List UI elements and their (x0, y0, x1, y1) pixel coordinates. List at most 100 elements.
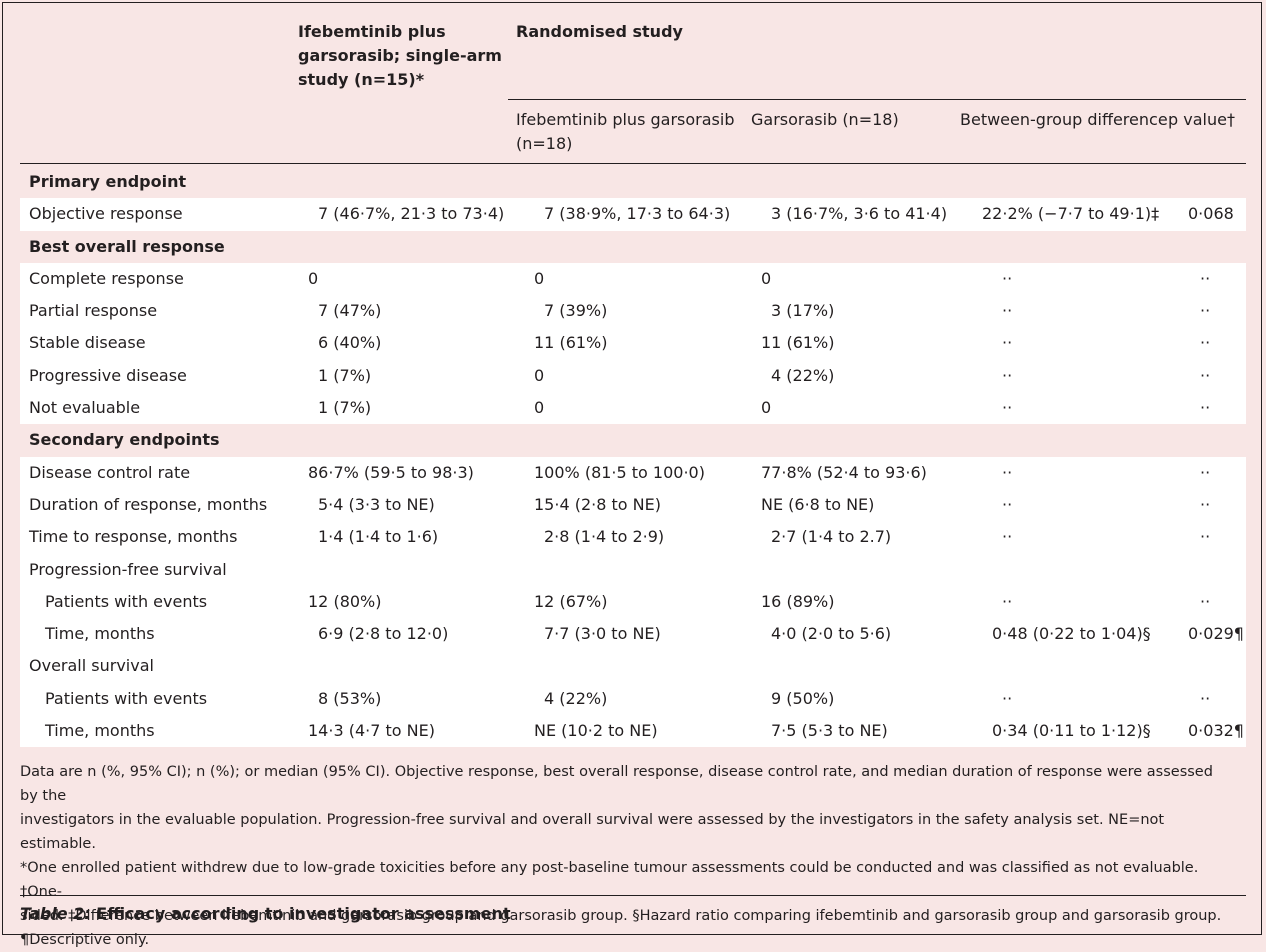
cell-c5: ·· (1200, 527, 1211, 547)
header-rule (20, 163, 1246, 164)
cell-c2: 7 (39%) (544, 301, 608, 321)
table-header: Ifebemtinib plus garsorasib; single-arm … (0, 0, 1266, 164)
section-row: Best overall response (20, 231, 1246, 263)
cell-c4: ·· (1002, 591, 1013, 611)
cell-c5: 0·068 (1188, 204, 1234, 224)
cell-c4: ·· (1002, 333, 1013, 353)
table-body: Primary endpoint Objective response 7 (46·… (20, 166, 1246, 748)
table-row: Progression-free survival (20, 553, 1246, 586)
table-row: Patients with events 8 (53%) 4 (22%) 9 (50%… (20, 682, 1246, 716)
cell-c3: 16 (89%) (761, 591, 835, 611)
table-row: Time, months 14·3 (4·7 to NE) NE (10·2 to … (20, 715, 1246, 748)
cell-c5: ·· (1200, 268, 1211, 288)
cell-c5: 0·032¶ (1188, 721, 1244, 741)
row-label: Progressive disease (29, 365, 187, 385)
cell-c4: 0·48 (0·22 to 1·04)§ (992, 624, 1151, 644)
cell-c2: 7·7 (3·0 to NE) (544, 624, 661, 644)
cell-c5: ·· (1200, 365, 1211, 385)
cell-c2: 2·8 (1·4 to 2·9) (544, 527, 665, 547)
table-frame (2, 2, 1262, 935)
cell-c4: ·· (1002, 398, 1013, 418)
cell-c3: 11 (61%) (761, 333, 835, 353)
cell-c2: 0 (534, 365, 545, 385)
row-label: Stable disease (29, 333, 146, 353)
cell-c4: ·· (1002, 688, 1013, 708)
cell-c3: 3 (17%) (771, 301, 835, 321)
cell-c2: 0 (534, 268, 545, 288)
cell-c5: ·· (1200, 494, 1211, 514)
cell-c2: 11 (61%) (534, 333, 608, 353)
cell-c1: 1·4 (1·4 to 1·6) (318, 527, 439, 547)
row-label: Duration of response, months (29, 494, 268, 514)
sub-header-garsorasib: Garsorasib (n=18) (751, 110, 899, 129)
cell-c5: ·· (1200, 333, 1211, 353)
section-row: Secondary endpoints (20, 424, 1246, 456)
row-label: Patients with events (45, 591, 208, 611)
cell-c5: ·· (1200, 462, 1211, 482)
table-row: Disease control rate 86·7% (59·5 to 98·3)… (20, 456, 1246, 489)
cell-c1: 8 (53%) (318, 688, 382, 708)
cell-c2: 100% (81·5 to 100·0) (534, 462, 705, 482)
caption-text: Efficacy according to investigator asses… (90, 904, 511, 923)
sub-header-line: (n=18) (516, 134, 573, 153)
section-row: Primary endpoint (20, 166, 1246, 198)
cell-c4: ·· (1002, 527, 1013, 547)
caption-rule (20, 895, 1246, 896)
cell-c4: ·· (1002, 462, 1013, 482)
row-label: Not evaluable (29, 398, 141, 418)
table-caption: Table 2: Efficacy according to investiga… (20, 902, 511, 926)
table-row: Progressive disease 1 (7%) 0 4 (22%) ·· ·· (20, 359, 1246, 393)
cell-c5: ·· (1200, 688, 1211, 708)
footnote-line: ¶Descriptive only. (20, 932, 150, 948)
cell-c5: ·· (1200, 398, 1211, 418)
row-label: Progression-free survival (29, 559, 227, 579)
table-row: Time, months 6·9 (2·8 to 12·0) 7·7 (3·0 to… (20, 618, 1246, 651)
cell-c4: 22·2% (−7·7 to 49·1)‡ (982, 204, 1160, 224)
table-row: Overall survival (20, 650, 1246, 683)
cell-c3: 7·5 (5·3 to NE) (771, 721, 888, 741)
sub-header-combo: Ifebemtinib plus garsorasib (n=18) (516, 108, 734, 156)
cell-c3: NE (6·8 to NE) (761, 494, 875, 514)
table-row: Partial response 7 (47%) 7 (39%) 3 (17%) ·· ·… (20, 295, 1246, 328)
cell-c1: 1 (7%) (318, 398, 372, 418)
cell-c1: 0 (308, 268, 319, 288)
section-label: Secondary endpoints (29, 430, 220, 450)
cell-c5: ·· (1200, 301, 1211, 321)
cell-c1: 12 (80%) (308, 591, 382, 611)
col1-header-line: garsorasib; single-arm (298, 46, 502, 65)
row-label: Complete response (29, 268, 184, 288)
row-label: Time to response, months (29, 527, 238, 547)
randomised-rule (508, 99, 1246, 100)
cell-c2: NE (10·2 to NE) (534, 721, 658, 741)
col1-header-line: Ifebemtinib plus (298, 22, 446, 41)
cell-c2: 7 (38·9%, 17·3 to 64·3) (544, 204, 731, 224)
cell-c3: 4 (22%) (771, 365, 835, 385)
row-label: Objective response (29, 204, 183, 224)
cell-c4: ·· (1002, 301, 1013, 321)
cell-c1: 6 (40%) (318, 333, 382, 353)
section-label: Best overall response (29, 236, 225, 256)
cell-c1: 5·4 (3·3 to NE) (318, 494, 435, 514)
cell-c1: 7 (46·7%, 21·3 to 73·4) (318, 204, 505, 224)
table-row: Stable disease 6 (40%) 11 (61%) 11 (61%) ·· ·… (20, 327, 1246, 360)
cell-c4: ·· (1002, 494, 1013, 514)
col1-header: Ifebemtinib plus garsorasib; single-arm … (298, 20, 502, 92)
caption-label: Table 2: (20, 904, 91, 923)
row-label: Disease control rate (29, 462, 191, 482)
section-label: Primary endpoint (29, 172, 187, 191)
footnote-line: investigators in the evaluable populatio… (20, 812, 1165, 852)
cell-c2: 15·4 (2·8 to NE) (534, 494, 661, 514)
cell-c2: 12 (67%) (534, 591, 608, 611)
sub-header-difference: Between-group difference (960, 110, 1168, 129)
footnote-line: Data are n (%, 95% CI); n (%); or median… (20, 764, 1213, 804)
table-row: Complete response 0 0 0 ·· ·· (20, 262, 1246, 296)
cell-c4: ·· (1002, 268, 1013, 288)
cell-c1: 86·7% (59·5 to 98·3) (308, 462, 474, 482)
cell-c3: 3 (16·7%, 3·6 to 41·4) (771, 204, 948, 224)
cell-c2: 4 (22%) (544, 688, 608, 708)
cell-c1: 14·3 (4·7 to NE) (308, 721, 435, 741)
col1-header-line: study (n=15)* (298, 70, 425, 89)
cell-c4: ·· (1002, 365, 1013, 385)
table-row: Not evaluable 1 (7%) 0 0 ·· ·· (20, 392, 1246, 425)
cell-c3: 4·0 (2·0 to 5·6) (771, 624, 892, 644)
